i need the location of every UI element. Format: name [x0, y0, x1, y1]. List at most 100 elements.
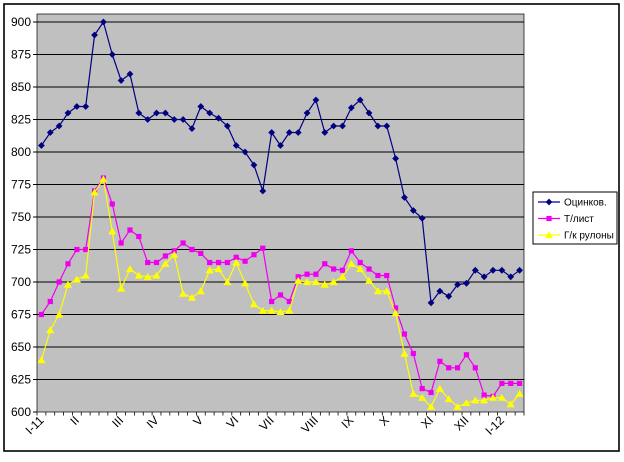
diamond-marker-icon: [498, 266, 506, 274]
square-marker-icon: [508, 380, 514, 386]
square-marker-icon: [207, 259, 213, 266]
square-marker-icon: [286, 298, 292, 305]
diamond-marker-icon: [188, 125, 196, 132]
diamond-marker-icon: [347, 104, 355, 112]
y-tick-label: 800: [11, 145, 31, 159]
square-marker-icon: [454, 365, 461, 371]
square-marker-icon: [375, 272, 381, 279]
triangle-marker-icon: [294, 276, 303, 284]
square-marker-icon: [180, 240, 186, 246]
square-marker-icon: [136, 233, 142, 240]
square-marker-icon: [109, 201, 115, 207]
triangle-marker-icon: [214, 265, 223, 273]
triangle-marker-icon: [373, 287, 382, 295]
square-marker-icon: [189, 246, 195, 253]
triangle-marker-icon: [418, 393, 427, 401]
y-tick-label: 850: [11, 80, 31, 94]
diamond-marker-icon: [285, 129, 293, 136]
diamond-marker-icon: [312, 96, 320, 104]
diamond-marker-icon: [206, 109, 214, 117]
triangle-marker-icon: [338, 273, 347, 280]
square-marker-icon: [162, 253, 168, 259]
diamond-marker-icon: [250, 161, 258, 169]
triangle-marker-icon: [497, 393, 506, 401]
diamond-marker-icon: [268, 129, 276, 136]
triangle-marker-icon: [99, 175, 108, 183]
y-tick-label: 650: [11, 340, 31, 354]
triangle-marker-icon: [205, 266, 214, 274]
square-marker-icon: [546, 215, 552, 222]
y-tick-label: 725: [11, 243, 31, 257]
diamond-marker-icon: [82, 103, 90, 110]
square-marker-icon: [233, 254, 239, 260]
square-marker-icon: [304, 271, 310, 277]
triangle-marker-icon: [320, 280, 329, 288]
diamond-marker-icon: [259, 187, 267, 195]
square-marker-icon: [277, 292, 284, 298]
square-marker-icon: [348, 248, 354, 254]
triangle-marker-icon: [391, 309, 400, 317]
diamond-marker-icon: [46, 129, 54, 136]
square-marker-icon: [127, 227, 133, 233]
square-marker-icon: [401, 331, 408, 337]
diamond-marker-icon: [418, 214, 426, 222]
square-marker-icon: [269, 298, 275, 305]
series-gk-rulony: [37, 175, 524, 410]
square-marker-icon: [145, 259, 151, 266]
triangle-marker-icon: [90, 188, 99, 196]
diamond-marker-icon: [294, 129, 302, 136]
diamond-marker-icon: [454, 281, 461, 288]
triangle-marker-icon: [444, 395, 453, 403]
square-marker-icon: [516, 380, 523, 386]
square-marker-icon: [410, 350, 416, 357]
diamond-marker-icon: [100, 18, 107, 26]
square-marker-icon: [463, 352, 470, 358]
legend-label: Г/к рулоны: [564, 231, 614, 242]
triangle-marker-icon: [152, 271, 161, 279]
triangle-marker-icon: [285, 306, 294, 314]
triangle-marker-icon: [108, 227, 117, 235]
square-marker-icon: [313, 271, 319, 277]
y-tick-label: 750: [11, 210, 31, 224]
triangle-marker-icon: [276, 308, 285, 315]
square-marker-icon: [499, 380, 505, 386]
triangle-marker-icon: [544, 231, 554, 239]
diamond-marker-icon: [471, 266, 479, 274]
triangle-marker-icon: [409, 390, 418, 397]
triangle-marker-icon: [232, 258, 241, 266]
plot-area: [36, 13, 525, 413]
square-marker-icon: [153, 259, 160, 266]
triangle-marker-icon: [462, 399, 471, 406]
y-tick-label: 675: [11, 308, 31, 322]
triangle-marker-icon: [240, 279, 250, 287]
diamond-marker-icon: [480, 273, 488, 281]
triangle-marker-icon: [382, 287, 391, 295]
square-marker-icon: [215, 259, 222, 266]
diamond-marker-icon: [126, 70, 134, 78]
diamond-marker-icon: [108, 51, 116, 58]
triangle-marker-icon: [81, 271, 90, 279]
legend: Оцинков. Т/лист Г/к рулоны: [532, 191, 618, 245]
triangle-marker-icon: [311, 278, 321, 286]
legend-item-gk-rulony: Г/к рулоны: [538, 231, 614, 242]
diamond-marker-icon: [545, 198, 553, 206]
triangle-marker-icon: [223, 278, 232, 286]
triangle-marker-icon: [134, 271, 143, 279]
diamond-marker-icon: [392, 155, 400, 162]
y-tick-label: 600: [11, 405, 31, 419]
diamond-marker-icon: [73, 103, 81, 110]
diamond-marker-icon: [445, 292, 453, 300]
square-marker-icon: [83, 246, 89, 253]
square-marker-icon: [38, 311, 45, 318]
square-marker-icon: [171, 248, 177, 254]
square-marker-icon: [437, 358, 443, 364]
triangle-marker-icon: [347, 260, 356, 267]
diamond-marker-icon: [197, 103, 205, 110]
legend-label: Оцинков.: [564, 198, 607, 209]
triangle-marker-icon: [161, 260, 170, 267]
square-marker-icon: [251, 252, 257, 258]
square-marker-icon: [331, 266, 337, 272]
triangle-marker-icon: [356, 265, 365, 273]
square-marker-icon: [260, 245, 266, 251]
